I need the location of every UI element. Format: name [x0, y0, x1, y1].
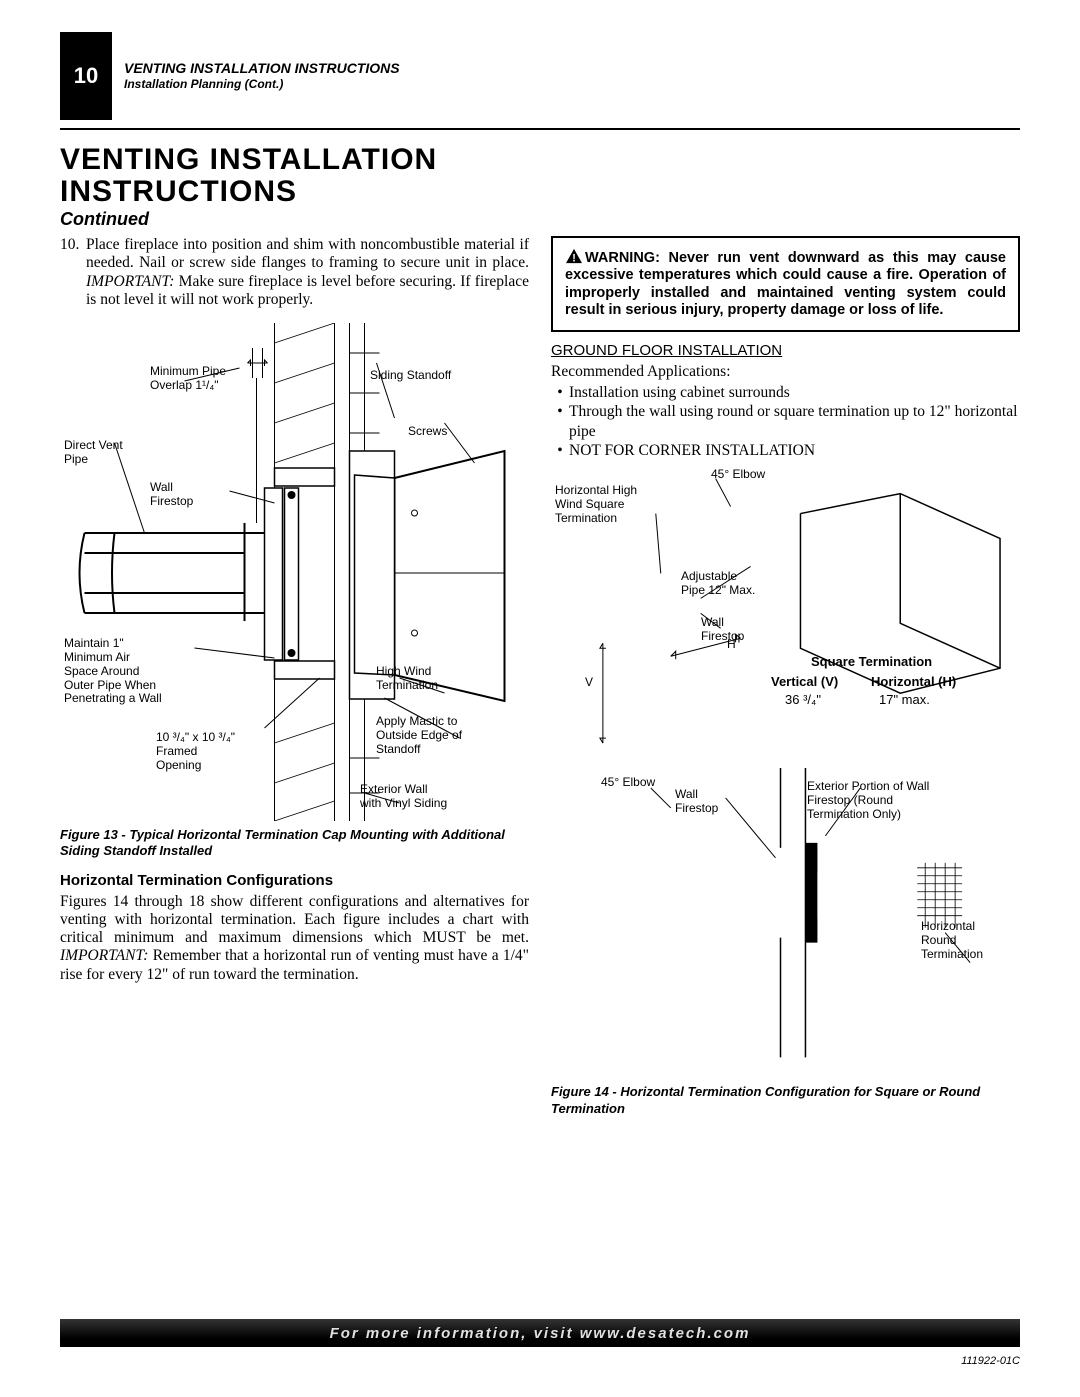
- fig14-wallfs: WallFirestop: [701, 616, 744, 644]
- fig14-hrt: HorizontalRoundTermination: [921, 920, 983, 961]
- bullet-1-text: Installation using cabinet surrounds: [569, 383, 790, 402]
- fig14-adj: AdjustablePipe 12" Max.: [681, 570, 755, 598]
- fig14-vert-head: Vertical (V): [771, 674, 838, 689]
- htc-heading: Horizontal Termination Configurations: [60, 872, 529, 889]
- step-text: Place fireplace into position and shim w…: [86, 236, 529, 309]
- figure-14-caption: Figure 14 - Horizontal Termination Confi…: [551, 1084, 1020, 1117]
- main-title-line2: INSTRUCTIONS: [60, 176, 1020, 208]
- page-number-box: 10: [60, 32, 112, 120]
- fig14-wallfs2: WallFirestop: [675, 788, 718, 816]
- figure-13-caption: Figure 13 - Typical Horizontal Terminati…: [60, 827, 529, 860]
- warning-icon: !: [565, 248, 583, 264]
- htc-important: IMPORTANT:: [60, 947, 148, 964]
- step-text-a: Place fireplace into position and shim w…: [86, 236, 529, 271]
- continued-label: Continued: [60, 209, 1020, 230]
- bullet-3-text: NOT FOR CORNER INSTALLATION: [569, 441, 815, 460]
- fig14-elbow45a: 45° Elbow: [711, 468, 765, 482]
- page-header: 10 VENTING INSTALLATION INSTRUCTIONS Ins…: [60, 32, 1020, 120]
- footer-bar: For more information, visit www.desatech…: [60, 1319, 1020, 1347]
- header-title: VENTING INSTALLATION INSTRUCTIONS: [124, 59, 400, 77]
- fig13-screws: Screws: [408, 425, 447, 439]
- rec-apps-label: Recommended Applications:: [551, 363, 1020, 381]
- fig13-min-pipe: Minimum PipeOverlap 1¹/₄": [150, 365, 226, 393]
- fig14-horiz-head: Horizontal (H): [871, 674, 956, 689]
- fig14-vert-val: 36 ³/₄": [785, 692, 821, 707]
- htc-body: Figures 14 through 18 show different con…: [60, 893, 529, 984]
- header-text-block: VENTING INSTALLATION INSTRUCTIONS Instal…: [124, 59, 400, 93]
- gfi-heading: GROUND FLOOR INSTALLATION: [551, 342, 1020, 359]
- svg-text:!: !: [572, 252, 576, 264]
- fig13-dvpipe: Direct VentPipe: [64, 439, 123, 467]
- main-title-line1: VENTING INSTALLATION: [60, 144, 1020, 176]
- warning-text: WARNING: Never run vent downward as this…: [565, 250, 1006, 318]
- warning-box: ! WARNING: Never run vent downward as th…: [551, 236, 1020, 332]
- bullet-3: •NOT FOR CORNER INSTALLATION: [551, 441, 1020, 460]
- fig13-wallfs: WallFirestop: [150, 481, 193, 509]
- bullet-list: •Installation using cabinet surrounds •T…: [551, 383, 1020, 461]
- left-column: 10. Place fireplace into position and sh…: [60, 236, 529, 1129]
- fig14-v: V: [585, 676, 593, 690]
- fig13-siding: Siding Standoff: [370, 369, 451, 383]
- page-number: 10: [74, 63, 98, 89]
- bullet-2-text: Through the wall using round or square t…: [569, 402, 1020, 441]
- step-number: 10.: [60, 236, 86, 309]
- fig14-horiz-val: 17" max.: [879, 692, 930, 707]
- fig14-sqterm: Square Termination: [811, 654, 932, 669]
- fig13-highwind: High WindTermination: [376, 665, 438, 693]
- fig13-mastic: Apply Mastic toOutside Edge ofStandoff: [376, 715, 462, 756]
- step-important: IMPORTANT:: [86, 273, 174, 290]
- bullet-2: •Through the wall using round or square …: [551, 402, 1020, 441]
- fig14-elbow45b: 45° Elbow: [601, 776, 655, 790]
- fig14-h: H: [727, 638, 736, 652]
- figure-13: Minimum PipeOverlap 1¹/₄" Siding Standof…: [60, 323, 529, 821]
- header-subtitle: Installation Planning (Cont.): [124, 77, 400, 93]
- step-10: 10. Place fireplace into position and sh…: [60, 236, 529, 309]
- figure-14: 45° Elbow Horizontal HighWind SquareTerm…: [551, 468, 1020, 1078]
- fig13-framed: 10 ³/₄" x 10 ³/₄"FramedOpening: [156, 731, 235, 772]
- fig13-extwall: Exterior Wallwith Vinyl Siding: [360, 783, 447, 811]
- fig13-maintain: Maintain 1"Minimum AirSpace AroundOuter …: [64, 637, 162, 706]
- footer-text: For more information, visit www.desatech…: [330, 1325, 751, 1342]
- document-id: 111922-01C: [961, 1355, 1020, 1367]
- header-rule: [60, 128, 1020, 130]
- right-column: ! WARNING: Never run vent downward as th…: [551, 236, 1020, 1129]
- htc-text-a: Figures 14 through 18 show different con…: [60, 893, 529, 947]
- fig14-extport: Exterior Portion of WallFirestop (RoundT…: [807, 780, 929, 821]
- figure-14-svg: [551, 468, 1020, 1078]
- two-column-layout: 10. Place fireplace into position and sh…: [60, 236, 1020, 1129]
- bullet-1: •Installation using cabinet surrounds: [551, 383, 1020, 402]
- fig14-hhws: Horizontal HighWind SquareTermination: [555, 484, 637, 525]
